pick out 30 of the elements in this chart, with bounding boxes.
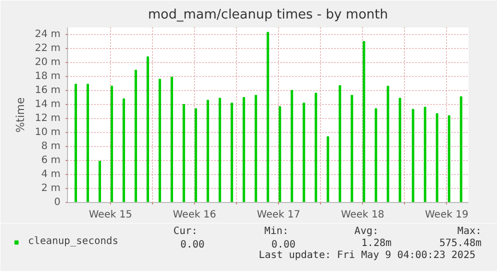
y-tick-label: 14 m	[34, 99, 61, 110]
y-tick-label: 16 m	[34, 85, 61, 96]
text: 575.48m	[439, 238, 482, 249]
text: Cur:	[173, 226, 198, 237]
text: 0.00	[271, 240, 296, 250]
text: Min:	[264, 226, 289, 237]
y-tick-label: 2 m	[41, 183, 61, 194]
y-tick-label: 18 m	[34, 71, 61, 82]
y-tick-label: 0	[54, 197, 61, 208]
y-tick-label: 10 m	[34, 127, 61, 138]
legend-label: cleanup_seconds	[28, 236, 118, 247]
y-axis-title: %time	[14, 97, 27, 133]
text: Last update: Fri May 9 04:00:23 2025	[258, 250, 476, 261]
text: 1.28m	[361, 238, 392, 249]
y-tick-label: 24 m	[34, 29, 61, 40]
y-tick-label: 20 m	[34, 57, 61, 68]
x-tick-label: Week 18	[340, 210, 384, 220]
chart-title: mod_mam/cleanup times - by month	[148, 8, 388, 22]
y-tick-label: 12 m	[34, 113, 61, 124]
text: 0.00	[180, 240, 205, 250]
x-tick-label: Week 19	[425, 210, 468, 220]
x-tick-label: Week 17	[256, 210, 300, 220]
text: Max:	[457, 226, 482, 237]
x-tick-label: Week 15	[88, 210, 132, 220]
x-tick-label: Week 16	[172, 210, 216, 220]
y-tick-label: 8 m	[41, 141, 61, 152]
y-tick-label: 4 m	[41, 169, 61, 180]
text: Avg:	[354, 226, 379, 237]
y-tick-label: 22 m	[34, 43, 61, 54]
y-tick-label: 6 m	[41, 155, 61, 166]
